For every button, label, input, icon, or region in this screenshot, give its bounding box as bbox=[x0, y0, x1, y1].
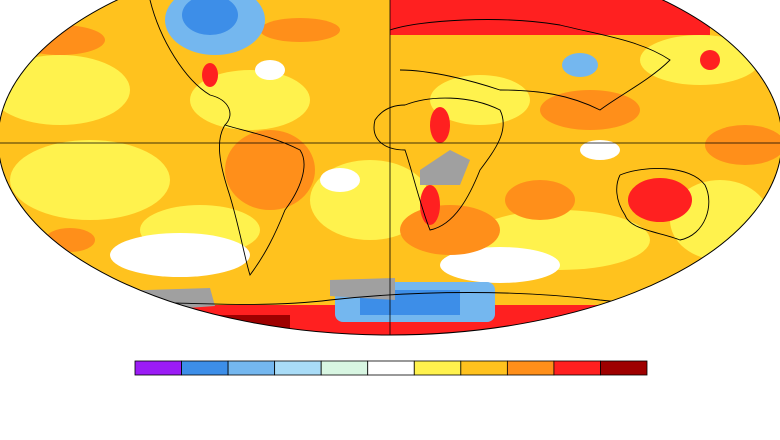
colorbar bbox=[134, 360, 648, 376]
colorbar-swatch bbox=[600, 360, 648, 376]
orange-areas bbox=[15, 18, 780, 255]
colorbar-swatch bbox=[134, 360, 182, 376]
white-areas bbox=[110, 60, 620, 283]
colorbar-swatch bbox=[460, 360, 508, 376]
colorbar-swatch bbox=[320, 360, 369, 376]
colorbar-swatch bbox=[413, 360, 462, 376]
colorbar-swatch bbox=[181, 360, 229, 376]
colorbar-swatch bbox=[367, 360, 415, 376]
deep-blue-area bbox=[182, 0, 238, 35]
colorbar-swatch bbox=[506, 360, 555, 376]
colorbar-swatch bbox=[274, 360, 322, 376]
colorbar-swatch bbox=[227, 360, 276, 376]
dark-red-area bbox=[100, 315, 290, 335]
colorbar-swatch bbox=[553, 360, 601, 376]
